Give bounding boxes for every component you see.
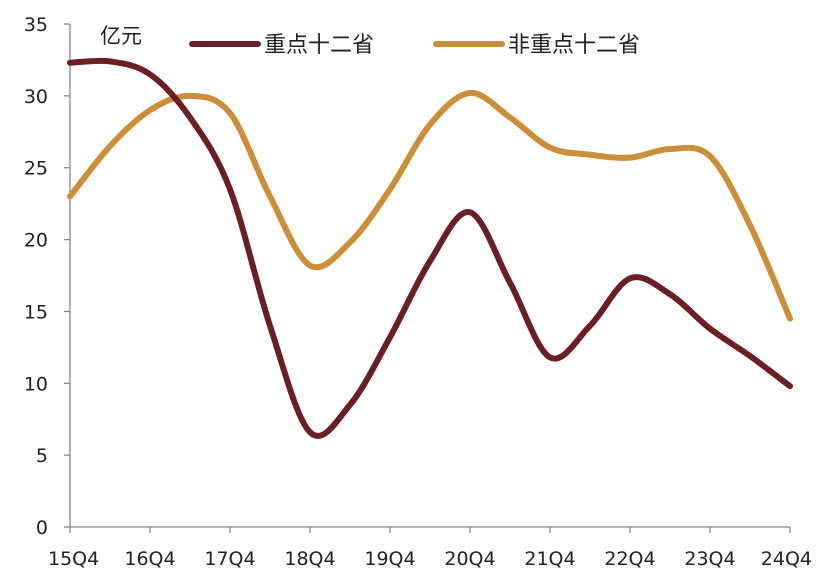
- x-tick-label: 23Q4: [684, 548, 735, 570]
- legend-label-0: 重点十二省: [264, 33, 374, 58]
- y-tick-label: 15: [24, 301, 48, 323]
- x-tick-label: 19Q4: [364, 548, 415, 570]
- series-line-0: [67, 57, 793, 439]
- x-tick-label: 17Q4: [204, 548, 255, 570]
- y-axis-unit-label: 亿元: [100, 24, 142, 48]
- x-tick-label: 21Q4: [524, 548, 575, 570]
- y-tick-label: 30: [24, 86, 48, 108]
- y-tick-label: 20: [24, 230, 48, 252]
- x-tick-label: 20Q4: [444, 548, 495, 570]
- x-tick-label: 18Q4: [284, 548, 335, 570]
- x-tick-label: 15Q4: [48, 548, 99, 570]
- series-line-1: [67, 89, 793, 322]
- series-layer: [67, 57, 793, 439]
- y-tick-label: 5: [36, 445, 48, 467]
- y-tick-label: 25: [24, 158, 48, 180]
- legend: 重点十二省 非重点十二省: [189, 33, 640, 58]
- y-tick-label: 0: [36, 517, 48, 539]
- axes: 0 5 10 15 20 25 30 35 15Q4 16Q4 17Q4 18Q4 19Q4 20Q4 21…: [24, 14, 812, 570]
- legend-label-1: 非重点十二省: [508, 33, 640, 58]
- x-tick-label: 16Q4: [124, 548, 175, 570]
- y-tick-label: 35: [24, 14, 48, 36]
- x-tick-label: 22Q4: [604, 548, 655, 570]
- x-tick-label: 24Q4: [761, 548, 812, 570]
- y-tick-label: 10: [24, 373, 48, 395]
